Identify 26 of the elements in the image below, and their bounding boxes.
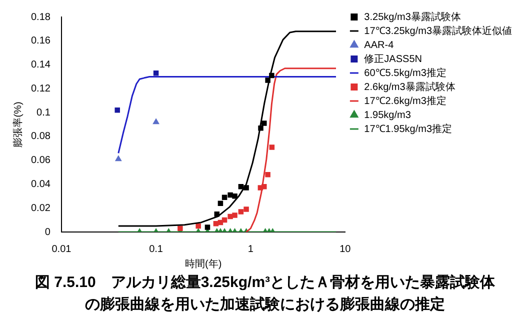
x-tick-label: 1 [248,244,254,255]
legend-label: 17℃2.6kg/m3推定 [364,94,446,107]
legend-label: AAR-4 [364,40,394,51]
x-tick-label: 10 [340,244,352,255]
y-tick-label: 0.06 [30,155,51,166]
y-tick-label: 0.08 [30,131,51,142]
legend-label: 3.25kg/m3暴露試験体 [364,10,461,23]
legend-label: 1.95kg/m3 [364,110,412,121]
legend-label: 60℃5.5kg/m3推定 [364,66,446,79]
y-tick-label: 0.02 [30,202,51,214]
x-axis-title: 時間(年) [184,258,222,270]
y-tick-label: 0.16 [30,36,51,47]
legend-label: 2.6kg/m3暴露試験体 [364,80,456,93]
y-tick-label: 0.14 [30,60,51,71]
y-tick-label: 0 [44,226,51,238]
y-tick-label: 0.18 [30,12,51,23]
y-tick-label: 0.04 [30,178,51,190]
legend-label: 17℃3.25kg/m3暴露試験体近似値 [364,24,512,37]
legend-label: 17℃1.95kg/m3推定 [364,122,452,135]
y-tick-label: 0.12 [30,83,51,94]
legend-label: 修正JASS5N [364,54,422,65]
y-tick-label: 0.1 [36,107,51,118]
y-axis-title: 膨張率(%) [12,102,24,148]
text: 図 7.5.10 アルカリ総量3.25kg/m³としたＡ骨材を用いた暴露試験体の膨張曲線を用いた加速試験における膨張曲線の推定 [34,273,496,315]
x-tick-label: 0.1 [149,244,164,255]
x-tick-label: 0.01 [52,244,72,255]
